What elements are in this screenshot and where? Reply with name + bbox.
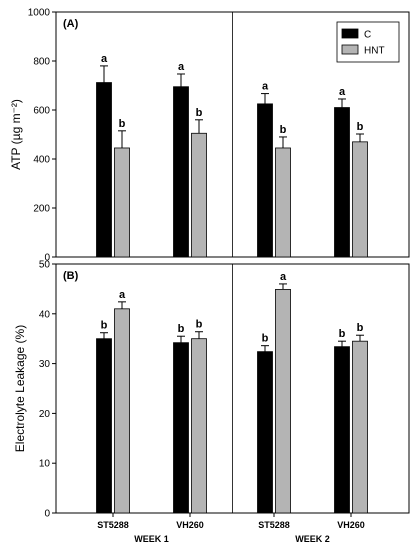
y-tick-label: 10	[39, 459, 51, 470]
category-axis-labels: ST5288 VH260 ST5288 VH260 WEEK 1 WEEK 2	[97, 513, 365, 544]
significance-letter: b	[357, 121, 364, 133]
y-tick-label: 50	[39, 260, 51, 271]
bar-c-st5288	[257, 351, 273, 514]
panel-label: (B)	[63, 270, 79, 282]
significance-letter: b	[357, 322, 364, 334]
y-tick-label: 40	[39, 309, 51, 320]
bar-c-vh260	[334, 346, 350, 514]
y-tick-label: 0	[44, 509, 50, 520]
y-tick-label: 20	[39, 409, 51, 420]
significance-letter: b	[119, 118, 126, 130]
bar-hnt-st5288	[275, 288, 291, 514]
y-tick-label: 30	[39, 359, 51, 370]
significance-letter: a	[101, 53, 108, 65]
y-tick-label: 0	[44, 253, 50, 264]
panel-label: (A)	[63, 18, 79, 30]
significance-letter: a	[280, 271, 287, 283]
bar-hnt-vh260	[191, 132, 207, 258]
panel-a-atp: 0 200 400 600 800 1000 ATP (µg m⁻²) (A) a a a a b b b b…	[9, 8, 410, 264]
week-group-label: WEEK 1	[134, 534, 169, 544]
bar-c-vh260	[173, 342, 189, 514]
significance-letter: b	[101, 320, 108, 332]
y-axis-label: Electrolyte Leakage (%)	[13, 325, 27, 452]
bar-c-st5288	[96, 82, 112, 258]
category-label: VH260	[337, 520, 365, 530]
bar-c-vh260	[334, 107, 350, 258]
y-tick-label: 1000	[28, 8, 51, 19]
bar-hnt-vh260	[191, 338, 207, 514]
y-tick-label: 800	[33, 57, 50, 68]
significance-letter: a	[178, 61, 185, 73]
bar-hnt-st5288	[275, 147, 291, 258]
significance-letter: a	[262, 81, 269, 93]
legend-label-c: C	[364, 30, 371, 41]
legend-swatch-hnt	[341, 44, 359, 55]
week-group-label: WEEK 2	[295, 534, 330, 544]
bar-c-st5288	[257, 103, 273, 258]
significance-letter: b	[280, 124, 287, 136]
legend-label-hnt: HNT	[364, 46, 385, 57]
bar-c-st5288	[96, 338, 112, 514]
category-label: VH260	[176, 520, 204, 530]
category-label: ST5288	[258, 520, 290, 530]
significance-letter: b	[178, 323, 185, 335]
significance-letter: a	[119, 289, 126, 301]
y-axis-label: ATP (µg m⁻²)	[9, 99, 23, 170]
significance-letter: a	[339, 86, 346, 98]
bar-c-vh260	[173, 86, 189, 258]
bar-hnt-st5288	[114, 147, 130, 258]
category-label: ST5288	[97, 520, 129, 530]
significance-letter: b	[339, 328, 346, 340]
bar-hnt-st5288	[114, 308, 130, 514]
significance-letter: b	[196, 107, 203, 119]
significance-letter: b	[262, 333, 269, 345]
bar-hnt-vh260	[352, 141, 368, 258]
significance-letter: b	[196, 319, 203, 331]
y-tick-label: 600	[33, 106, 50, 117]
y-tick-label: 200	[33, 204, 50, 215]
legend-swatch-c	[341, 28, 359, 39]
y-tick-label: 400	[33, 155, 50, 166]
bar-hnt-vh260	[352, 340, 368, 514]
